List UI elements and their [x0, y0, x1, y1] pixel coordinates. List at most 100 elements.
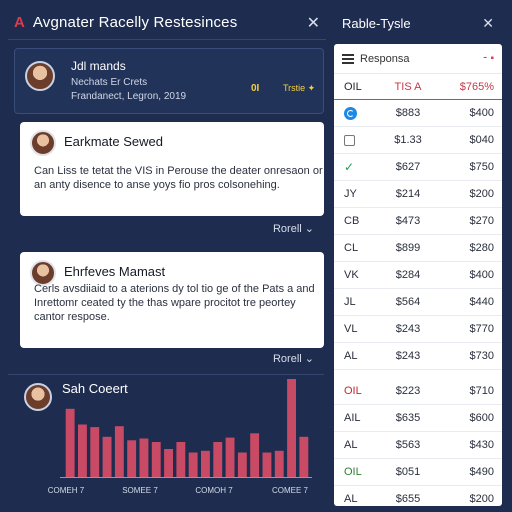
column-header[interactable]: TIS A: [394, 80, 422, 93]
chart-bar[interactable]: [225, 437, 235, 477]
row-code: ✓: [334, 160, 378, 174]
check-icon: ✓: [344, 160, 355, 174]
row-amount: $440: [469, 296, 494, 308]
chart-bar[interactable]: [299, 436, 309, 478]
refresh-icon: [344, 106, 357, 120]
profile-status[interactable]: Trstie ✦: [283, 83, 316, 93]
table-row[interactable]: AL $655 $200: [334, 486, 502, 512]
close-icon[interactable]: ✕: [306, 14, 320, 32]
row-amount: $750: [469, 161, 494, 173]
table-header: OIL TIS A $765%: [334, 74, 502, 100]
table-row[interactable]: JY $214 $200: [334, 181, 502, 208]
row-value: $655: [395, 493, 421, 505]
row-code: JL: [344, 296, 356, 308]
row-amount: $200: [469, 493, 494, 505]
chart-panel: Sah Coeert COMEH 7 SOMEE 7 COMOH 7 COMEE 7: [8, 374, 324, 500]
row-amount: $400: [469, 269, 494, 281]
table-row[interactable]: $1.33 $040: [334, 127, 502, 154]
row-amount: $490: [469, 466, 494, 478]
row-code: AIL: [344, 412, 361, 424]
row-code: CB: [344, 215, 360, 227]
table-spacer: [334, 370, 502, 378]
table-row[interactable]: AL $563 $430: [334, 432, 502, 459]
menu-icon[interactable]: [342, 52, 354, 66]
row-code: VL: [344, 323, 358, 335]
chart-bar[interactable]: [213, 442, 223, 477]
checkbox-icon[interactable]: [344, 134, 355, 146]
row-amount: $430: [469, 439, 494, 451]
chart-bar[interactable]: [90, 427, 100, 477]
chart-bar[interactable]: [78, 424, 87, 478]
row-amount: $270: [469, 215, 494, 227]
row-value: $1.33: [394, 134, 422, 146]
row-value: $635: [395, 412, 421, 424]
row-value: $284: [395, 269, 421, 281]
chart-bar[interactable]: [164, 449, 173, 477]
table-row[interactable]: OIL $051 $490: [334, 459, 502, 486]
chart-bar[interactable]: [188, 452, 198, 478]
table-row[interactable]: CL $899 $280: [334, 235, 502, 262]
row-code: JY: [344, 188, 357, 200]
panel-title: Avgnater Racelly Restesinces: [32, 14, 238, 31]
row-value: $899: [395, 242, 421, 254]
row-code: [334, 134, 378, 146]
read-more-button[interactable]: Rorell ⌄: [272, 353, 314, 365]
row-amount: $280: [469, 242, 494, 254]
table-row[interactable]: JL $564 $440: [334, 289, 502, 316]
chart-bar[interactable]: [274, 450, 284, 478]
row-value: $214: [395, 188, 421, 200]
chart-bar[interactable]: [114, 426, 124, 477]
chart-bar[interactable]: [139, 438, 149, 478]
response-title: Earkmate Sewed: [64, 134, 163, 149]
chart-bar[interactable]: [201, 450, 210, 478]
row-amount: $400: [469, 107, 494, 119]
row-code: AL: [344, 439, 358, 451]
chart-bar[interactable]: [65, 408, 75, 478]
chart-tick-label: COMEH 7: [48, 486, 85, 495]
response-card[interactable]: Earkmate Sewed Can Liss te tetat the VIS…: [20, 122, 324, 216]
table-row[interactable]: OIL $223 $710: [334, 378, 502, 405]
profile-card[interactable]: Jdl mands Nechats Er Crets Frandanect, L…: [14, 48, 324, 114]
chart-bar[interactable]: [237, 452, 247, 478]
close-icon[interactable]: ✕: [482, 14, 494, 31]
avatar: [24, 383, 52, 411]
table-row[interactable]: VK $284 $400: [334, 262, 502, 289]
table-toolbar: Responsa ⁃ ▪: [334, 44, 502, 74]
chart-bar[interactable]: [151, 442, 161, 477]
table-body: $883 $400 $1.33 $040 ✓ $627 $750 JY $214 $200 CB $4…: [334, 100, 502, 512]
table-row[interactable]: AL $243 $730: [334, 343, 502, 370]
row-code: VK: [344, 269, 359, 281]
chart-tick-label: COMOH 7: [195, 486, 233, 495]
read-more-button[interactable]: Rorell ⌄: [272, 223, 314, 235]
chart-bar[interactable]: [176, 442, 186, 477]
chart-bar[interactable]: [127, 440, 137, 478]
table-row[interactable]: CB $473 $270: [334, 208, 502, 235]
chart-bar[interactable]: [250, 433, 260, 478]
response-card[interactable]: Ehrfeves Mamast Cerls avsdiiaid to a ate…: [20, 252, 324, 348]
panel-header: A Avgnater Racelly Restesinces ✕: [8, 6, 326, 40]
chart-bar[interactable]: [262, 452, 272, 478]
row-value: $243: [395, 323, 421, 335]
toolbar-label: Responsa: [360, 52, 410, 65]
row-code: OIL: [344, 385, 362, 397]
chart-bar[interactable]: [102, 436, 112, 478]
profile-name: Jdl mands: [71, 59, 126, 73]
profile-badge: 0I: [251, 83, 260, 94]
avatar: [30, 260, 56, 286]
column-header[interactable]: $765%: [459, 80, 494, 93]
app-logo-icon: A: [14, 14, 25, 31]
table-row[interactable]: $883 $400: [334, 100, 502, 127]
profile-subtitle: Nechats Er Crets: [71, 77, 148, 88]
chart-bar[interactable]: [287, 379, 296, 477]
row-amount: $770: [469, 323, 494, 335]
table-row[interactable]: ✓ $627 $750: [334, 154, 502, 181]
row-code: CL: [344, 242, 359, 254]
avatar: [25, 61, 55, 91]
column-header[interactable]: OIL: [344, 80, 362, 93]
table-row[interactable]: VL $243 $770: [334, 316, 502, 343]
toolbar-action[interactable]: ⁃ ▪: [482, 53, 494, 64]
table-row[interactable]: AIL $635 $600: [334, 405, 502, 432]
row-code: AL: [344, 350, 358, 362]
row-code: [334, 106, 378, 120]
row-amount: $600: [469, 412, 494, 424]
